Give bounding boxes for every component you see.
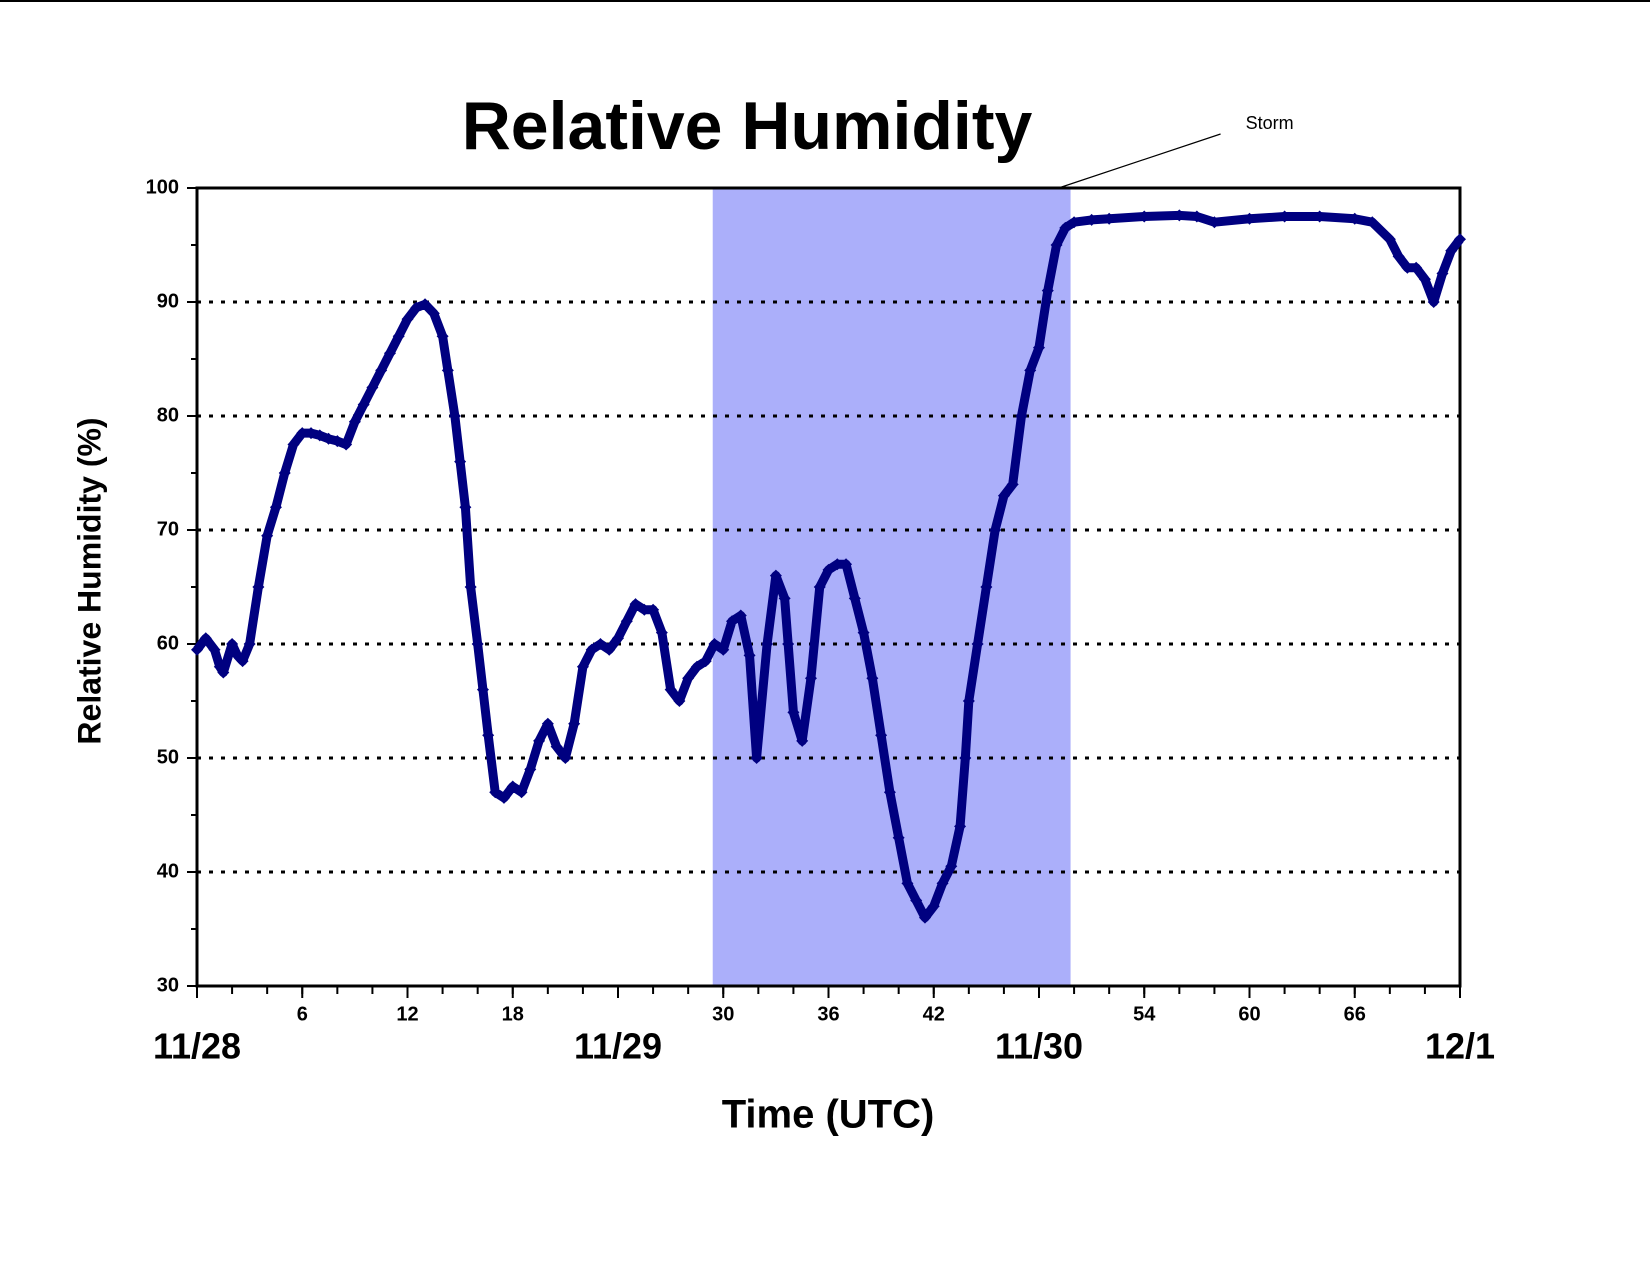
chart-title: Relative Humidity xyxy=(462,88,1033,164)
x-tick-label: 66 xyxy=(1344,1003,1366,1025)
x-axis-label: Time (UTC) xyxy=(722,1093,935,1137)
x-tick-label: 18 xyxy=(502,1003,524,1025)
y-tick-label: 90 xyxy=(157,290,179,312)
x-tick-label: 60 xyxy=(1238,1003,1260,1025)
x-tick-label: 30 xyxy=(712,1003,734,1025)
series xyxy=(191,209,1466,924)
annotation-label: Storm xyxy=(1246,113,1294,133)
shaded-region xyxy=(712,188,1071,986)
x-tick-label: 36 xyxy=(817,1003,839,1025)
x-tick-label: 12 xyxy=(396,1003,418,1025)
y-tick-label: 60 xyxy=(157,632,179,654)
y-tick-label: 100 xyxy=(146,176,179,198)
data-trace xyxy=(193,210,1464,923)
x-tick-label: 6 xyxy=(297,1003,308,1025)
y-tick-label: 30 xyxy=(157,974,179,996)
x-tick-label: 54 xyxy=(1133,1003,1156,1025)
x-day-label: 12/1 xyxy=(1425,1026,1495,1067)
x-day-label: 11/29 xyxy=(574,1026,662,1067)
annotation-leader xyxy=(1058,133,1221,189)
x-tick-label: 42 xyxy=(923,1003,945,1025)
y-tick-label: 80 xyxy=(157,404,179,426)
y-axis-label: Relative Humidity (%) xyxy=(71,417,107,744)
x-day-label: 11/30 xyxy=(995,1026,1083,1067)
y-tick-label: 70 xyxy=(157,518,179,540)
plot-frame xyxy=(195,186,1462,988)
x-day-label: 11/28 xyxy=(153,1026,241,1067)
y-tick-label: 40 xyxy=(157,860,179,882)
y-tick-label: 50 xyxy=(157,746,179,768)
